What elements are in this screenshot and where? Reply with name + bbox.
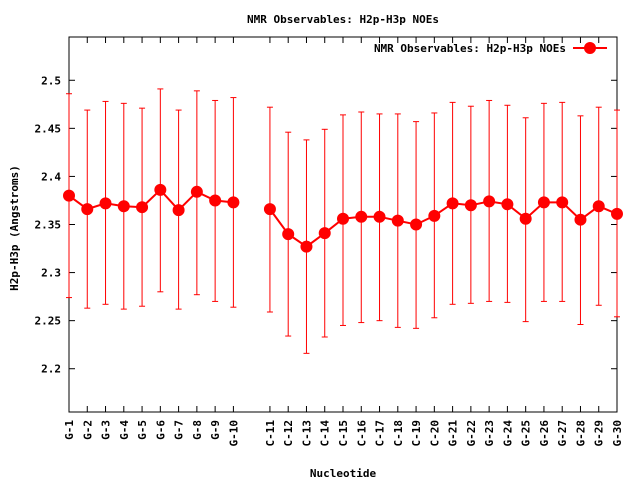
y-tick-label: 2.35 — [35, 219, 62, 232]
data-point — [209, 194, 222, 207]
x-tick-label: C-12 — [282, 420, 295, 447]
x-tick-label: G-21 — [447, 420, 460, 447]
data-point — [464, 199, 477, 212]
data-point — [227, 196, 240, 209]
x-tick-label: G-24 — [501, 420, 514, 447]
data-point — [154, 183, 167, 196]
x-tick-label: G-27 — [556, 420, 569, 447]
data-point — [81, 203, 94, 216]
data-point — [537, 196, 550, 209]
plot-area: 2.2 2.25 2.3 2.35 2.4 2.45 2.5 G-1 G-2 G-3 G-4 G-5 G… — [35, 36, 624, 447]
x-tick-label: G-7 — [173, 420, 186, 440]
x-tick-label: G-26 — [538, 420, 551, 447]
data-point — [282, 228, 295, 241]
data-point — [337, 212, 349, 225]
series-line — [269, 200, 618, 248]
data-point — [63, 189, 75, 202]
x-tick-label: G-23 — [483, 420, 496, 447]
x-tick-label: G-29 — [593, 420, 606, 447]
x-tick-label: G-5 — [136, 420, 149, 440]
x-tick-label: C-11 — [264, 420, 277, 447]
y-tick-label: 2.5 — [41, 74, 61, 87]
data-point — [574, 213, 587, 226]
data-point — [355, 210, 368, 223]
x-tick-label: G-2 — [81, 420, 94, 440]
y-tick-label: 2.2 — [41, 363, 61, 376]
data-point — [501, 198, 514, 211]
x-tick-label: G-25 — [520, 420, 533, 447]
x-tick-label: C-15 — [337, 420, 350, 447]
legend-marker — [584, 42, 596, 54]
y-axis-label: H2p-H3p (Angstroms) — [8, 165, 21, 291]
data-point — [99, 197, 112, 210]
x-tick-label: C-16 — [355, 420, 368, 447]
x-tick-label: G-1 — [63, 420, 76, 440]
x-tick-label: G-6 — [154, 420, 167, 440]
legend: NMR Observables: H2p-H3p NOEs — [374, 42, 607, 55]
x-tick-label: G-10 — [227, 420, 240, 447]
x-tick-label: C-14 — [319, 420, 332, 447]
x-tick-label: G-9 — [209, 420, 222, 440]
x-tick-label: C-13 — [300, 420, 313, 447]
data-point — [190, 185, 203, 198]
x-tick-label: G-3 — [100, 420, 113, 440]
y-tick-label: 2.25 — [35, 315, 62, 328]
data-point — [611, 207, 623, 220]
data-point — [136, 201, 149, 214]
data-point — [117, 200, 130, 213]
x-tick-label: G-28 — [574, 420, 587, 447]
x-tick-label: G-8 — [191, 420, 204, 440]
data-point — [428, 209, 441, 222]
data-point — [519, 212, 532, 225]
x-axis-label: Nucleotide — [310, 467, 377, 480]
legend-label: NMR Observables: H2p-H3p NOEs — [374, 42, 566, 55]
x-tick-label: C-17 — [374, 420, 387, 447]
data-point — [263, 203, 276, 216]
data-point — [172, 204, 185, 217]
data-point — [556, 196, 569, 209]
data-point — [373, 210, 386, 223]
data-point — [410, 218, 423, 231]
data-point — [446, 197, 459, 210]
data-point — [391, 214, 404, 227]
y-tick-label: 2.4 — [41, 170, 61, 183]
data-point — [300, 240, 313, 253]
y-tick-label: 2.45 — [35, 122, 62, 135]
data-point — [592, 200, 605, 213]
series-line — [68, 188, 234, 212]
x-tick-label: C-20 — [428, 420, 441, 447]
x-tick-label: C-19 — [410, 420, 423, 447]
chart-title: NMR Observables: H2p-H3p NOEs — [247, 13, 439, 26]
x-tick-label: G-4 — [118, 420, 131, 440]
data-point — [483, 195, 496, 208]
x-tick-label: C-18 — [392, 420, 405, 447]
x-tick-label: G-30 — [611, 420, 624, 447]
data-point — [318, 227, 331, 240]
y-tick-label: 2.3 — [41, 267, 61, 280]
x-tick-label: G-22 — [465, 420, 478, 447]
